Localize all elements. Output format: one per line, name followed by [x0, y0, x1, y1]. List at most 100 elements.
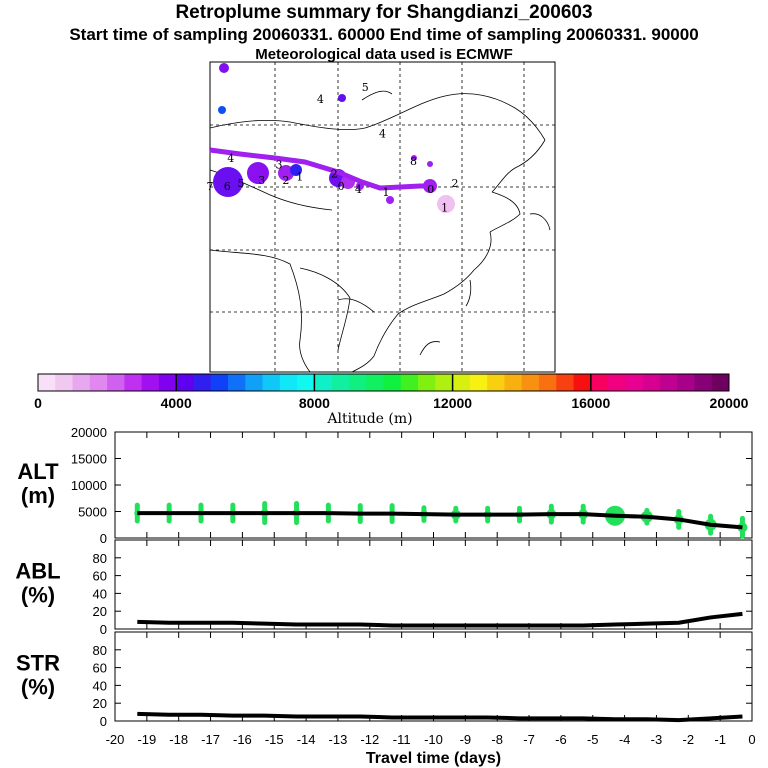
plume-point — [213, 167, 243, 197]
series-line — [137, 611, 743, 628]
x-tick-label: -18 — [169, 732, 188, 747]
plume-point — [386, 196, 394, 204]
y-tick-label: 80 — [93, 551, 107, 566]
map-day-label: 2 — [451, 177, 458, 190]
panel-label: ALT (m) — [17, 459, 59, 508]
x-tick-label: -12 — [360, 732, 379, 747]
colorbar-tick-label: 16000 — [571, 395, 610, 411]
colorbar-swatch — [469, 374, 488, 391]
panel-label: ABL (%) — [15, 559, 60, 608]
map-day-label: 1 — [382, 186, 389, 199]
plume-point — [411, 155, 417, 161]
x-tick-label: -7 — [523, 732, 535, 747]
map-day-label: 3 — [258, 174, 265, 187]
plume-point — [427, 161, 433, 167]
panel-label: STR (%) — [16, 651, 60, 700]
map-day-label: 4 — [355, 183, 362, 196]
colorbar-swatch — [504, 374, 523, 391]
panel-frame — [114, 539, 753, 630]
map-day-label: 7 — [207, 180, 214, 193]
x-tick-label: -19 — [137, 732, 156, 747]
colorbar-swatch — [521, 374, 540, 391]
plume-point — [278, 165, 294, 181]
colorbar-swatch — [677, 374, 695, 391]
colorbar-swatch — [435, 374, 453, 391]
y-tick-label: 0 — [100, 531, 107, 546]
x-tick-label: -1 — [714, 732, 726, 747]
colorbar-swatch — [642, 374, 661, 391]
map-day-label: 1 — [296, 171, 303, 184]
colorbar-swatch — [400, 374, 419, 391]
x-tick-label: -14 — [297, 732, 316, 747]
x-tick-label: 0 — [748, 732, 755, 747]
panel-abl: 0 20 40 60 80 ABL (%) — [15, 539, 753, 637]
map-grid — [210, 62, 555, 372]
x-tick-label: -16 — [233, 732, 252, 747]
y-tick-label: 60 — [93, 569, 107, 584]
coastlines-borders — [209, 90, 551, 373]
colorbar-swatch — [538, 374, 557, 391]
x-tick-label: -13 — [329, 732, 348, 747]
y-tick-label: 0 — [100, 714, 107, 729]
colorbar-tick-label: 8000 — [299, 395, 330, 411]
x-tick-label: -2 — [683, 732, 695, 747]
colorbar-swatch — [72, 374, 91, 391]
map-day-label: 4 — [317, 93, 324, 106]
map-day-label: 5 — [238, 177, 245, 190]
y-tick-label: 40 — [93, 678, 107, 693]
chart-title: Retroplume summary for Shangdianzi_20060… — [175, 2, 593, 23]
colorbar-tick-label: 20000 — [710, 395, 749, 411]
map-day-label: 2 — [282, 174, 289, 187]
colorbar-swatch — [711, 374, 730, 391]
colorbar-swatch — [418, 374, 436, 391]
map-day-label: 3 — [276, 158, 283, 171]
x-tick-label: -8 — [491, 732, 503, 747]
colorbar-swatch — [314, 374, 333, 391]
map-day-label: 6 — [224, 180, 231, 193]
x-tick-label: -15 — [265, 732, 284, 747]
map-day-label: 4 — [227, 152, 234, 165]
colorbar-swatch — [297, 374, 315, 391]
y-tick-label: 10000 — [71, 478, 107, 493]
plume-point — [247, 162, 269, 184]
x-tick-label: -11 — [393, 732, 411, 747]
x-axis-title: Travel time (days) — [366, 750, 501, 767]
altitude-colorbar: 0 4000 8000 12000 16000 20000 Altitude (m) — [34, 373, 749, 427]
x-tick-label: -6 — [555, 732, 567, 747]
colorbar-swatch — [193, 374, 212, 391]
colorbar-swatch — [262, 374, 281, 391]
y-tick-label: 15000 — [71, 452, 107, 467]
colorbar-swatch — [89, 374, 108, 391]
panel-alt: 0 5000 10000 15000 20000 ALT (m) — [17, 425, 753, 546]
colorbar-swatch — [210, 374, 229, 391]
y-tick-label: 20 — [93, 696, 107, 711]
colorbar-swatch — [659, 374, 678, 391]
colorbar-swatch — [625, 374, 644, 391]
time-series-panels: 0 5000 10000 15000 20000 ALT (m) 0 20 40 60 80 ABL (%… — [15, 425, 755, 767]
y-tick-label: 20000 — [71, 425, 107, 440]
panel-frame — [114, 431, 753, 539]
colorbar-axis-label: Altitude (m) — [326, 411, 412, 427]
plume-point — [218, 106, 226, 114]
map-day-label: 0 — [427, 183, 434, 196]
y-tick-label: 20 — [93, 604, 107, 619]
x-tick-label: -9 — [460, 732, 472, 747]
colorbar-swatch — [141, 374, 160, 391]
colorbar-swatch — [573, 374, 592, 391]
plume-point — [219, 63, 229, 73]
colorbar-swatch — [452, 374, 471, 391]
colorbar-frame — [37, 373, 730, 392]
colorbar-swatch — [366, 374, 384, 391]
x-tick-label: -3 — [651, 732, 663, 747]
met-data-line: Meteorological data used is ECMWF — [255, 46, 513, 63]
x-tick-label: -20 — [106, 732, 125, 747]
map-day-label: 1 — [441, 202, 448, 215]
map-day-label: 8 — [410, 155, 417, 168]
y-tick-label: 40 — [93, 586, 107, 601]
colorbar-swatch — [279, 374, 298, 391]
x-tick-label: -10 — [424, 732, 443, 747]
y-tick-label: 0 — [100, 622, 107, 637]
panel-frame — [114, 631, 753, 722]
colorbar-swatch — [694, 374, 713, 391]
